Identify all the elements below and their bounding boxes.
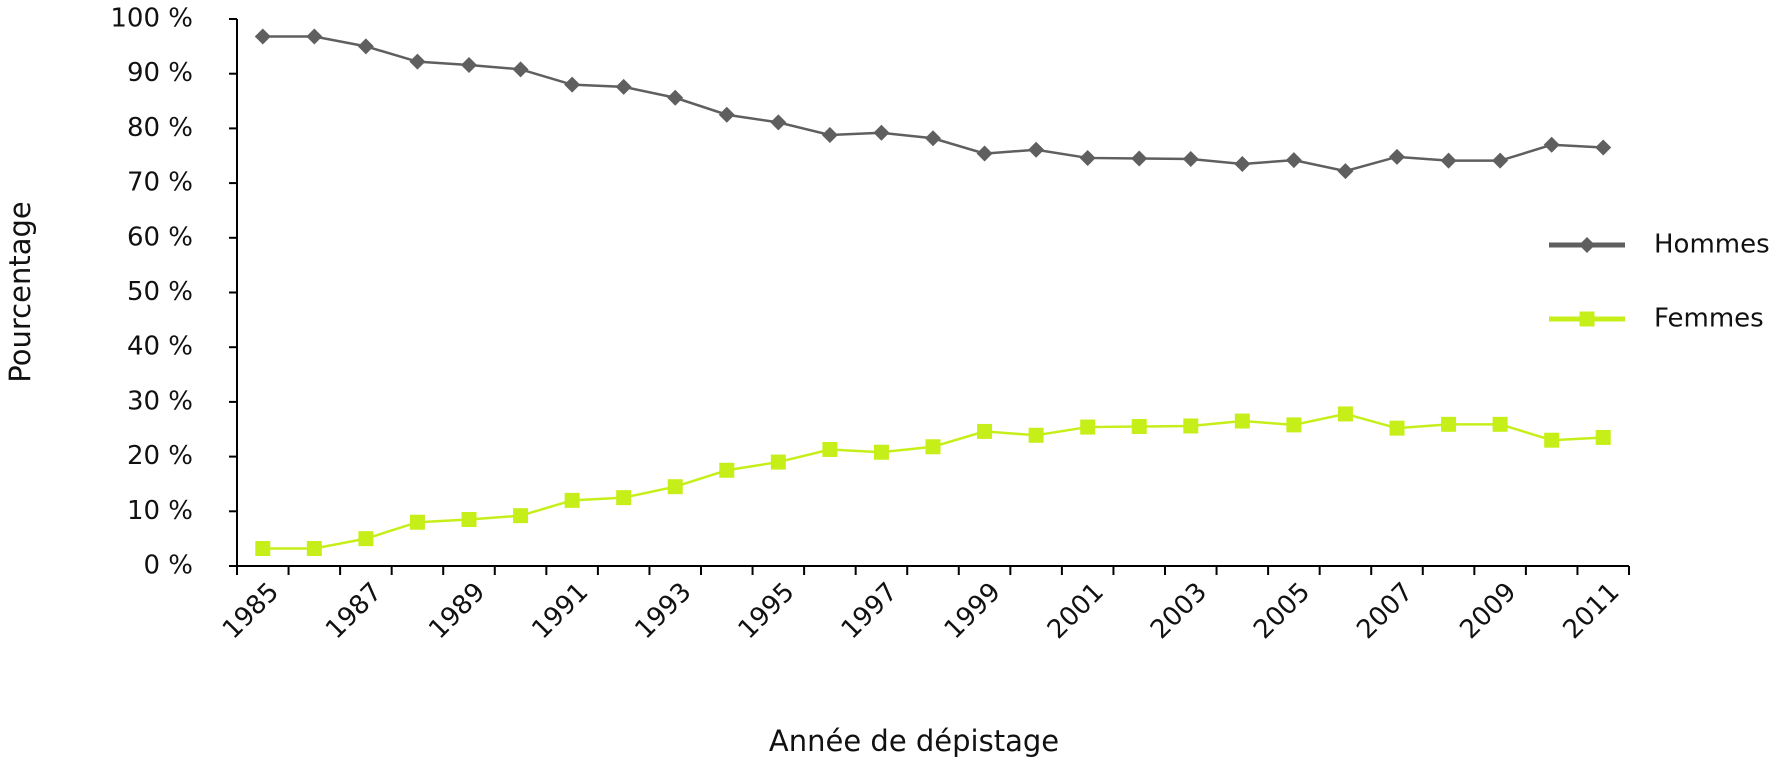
point — [770, 114, 787, 131]
point — [1389, 420, 1405, 436]
y-axis-label: Pourcentage — [3, 201, 37, 382]
point — [1543, 136, 1560, 153]
y-tick-label: 80 % — [127, 113, 193, 143]
y-tick-label: 30 % — [127, 386, 193, 416]
x-tick-label: 2007 — [1351, 577, 1419, 645]
x-tick-label: 1993 — [629, 577, 697, 645]
point — [1595, 139, 1612, 156]
point — [1234, 155, 1251, 172]
point — [1079, 149, 1096, 166]
point — [461, 56, 477, 73]
point — [512, 61, 529, 78]
point — [1285, 152, 1302, 169]
point — [719, 462, 735, 478]
y-tick-label: 10 % — [127, 496, 193, 526]
point — [1028, 427, 1044, 443]
point — [1595, 429, 1611, 445]
x-tick-label: 1999 — [939, 577, 1007, 645]
y-tick-label: 60 % — [127, 222, 193, 252]
x-tick-label: 2005 — [1248, 577, 1316, 645]
point — [615, 78, 632, 95]
x-tick-label: 1995 — [733, 577, 801, 645]
point — [1492, 152, 1509, 169]
legend-marker — [1579, 237, 1595, 253]
y-tick-label: 50 % — [127, 277, 193, 307]
legend-label: Hommes — [1654, 230, 1770, 260]
point — [821, 126, 838, 143]
point — [1131, 419, 1147, 435]
y-tick-label: 0 % — [143, 551, 193, 581]
point — [306, 540, 322, 556]
x-tick-label: 2001 — [1042, 577, 1110, 645]
x-tick-label: 1991 — [526, 577, 594, 645]
point — [1492, 416, 1508, 432]
point — [925, 439, 941, 455]
point — [770, 454, 786, 470]
point — [1182, 151, 1199, 168]
point — [667, 479, 683, 495]
x-tick-label: 1989 — [423, 577, 491, 645]
point — [306, 28, 323, 45]
point — [358, 531, 374, 547]
y-tick-label: 90 % — [127, 58, 193, 88]
point — [1544, 432, 1560, 448]
point — [1080, 419, 1096, 435]
x-tick-label: 1985 — [217, 577, 285, 645]
point — [255, 540, 271, 556]
y-tick-label: 100 % — [110, 4, 193, 34]
y-tick-label: 40 % — [127, 332, 193, 362]
point — [1234, 413, 1250, 429]
x-tick-label: 2009 — [1454, 577, 1522, 645]
point — [977, 423, 993, 439]
point — [1131, 150, 1148, 167]
x-tick-label: 2003 — [1145, 577, 1213, 645]
legend-label: Femmes — [1654, 304, 1764, 334]
x-tick-label: 1987 — [320, 577, 388, 645]
point — [822, 441, 838, 457]
point — [925, 130, 941, 147]
point — [564, 492, 580, 508]
point — [873, 444, 889, 460]
point — [1337, 163, 1354, 180]
y-tick-label: 20 % — [127, 441, 193, 471]
point — [873, 124, 890, 141]
point — [718, 106, 735, 123]
point — [409, 53, 426, 70]
point — [976, 145, 993, 162]
point — [461, 512, 477, 528]
point — [667, 89, 684, 106]
series-line — [262, 35, 1604, 173]
point — [1337, 406, 1353, 422]
point — [1286, 417, 1302, 433]
point — [357, 38, 374, 55]
point — [1183, 418, 1199, 434]
y-tick-label: 70 % — [127, 168, 193, 198]
point — [1389, 148, 1405, 165]
point — [616, 490, 632, 506]
point — [1440, 152, 1457, 169]
point — [254, 28, 271, 45]
point — [1028, 141, 1045, 158]
legend-marker — [1579, 311, 1595, 327]
point — [409, 514, 425, 530]
x-tick-label: 1997 — [836, 577, 904, 645]
x-tick-label: 2011 — [1557, 577, 1625, 645]
point — [513, 508, 529, 524]
point — [1441, 416, 1457, 432]
point — [564, 76, 581, 93]
x-axis-label: Année de dépistage — [769, 724, 1059, 758]
